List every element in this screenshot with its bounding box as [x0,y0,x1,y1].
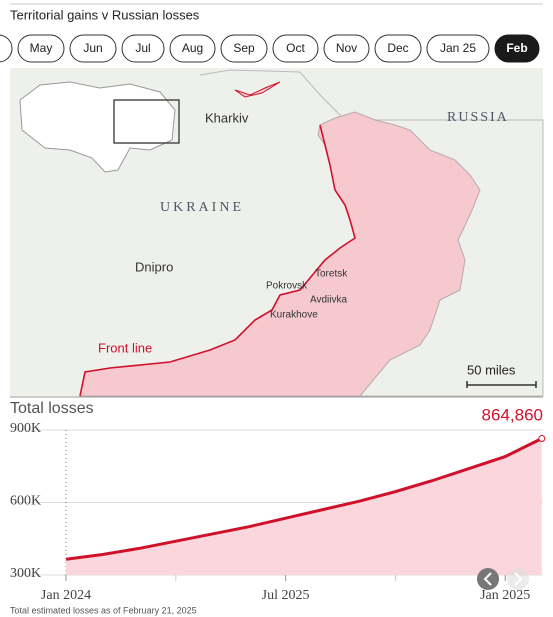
tab-label: Jan 25 [440,41,476,55]
chart-title: Total losses [10,400,94,417]
map-label: Dnipro [135,259,173,274]
x-tick-label: Jan 2025 [480,588,530,603]
front-line-label: Front line [98,340,152,355]
map-label: Pokrovsk [266,281,308,292]
value-label: 864,860 [482,405,543,424]
tab[interactable] [121,34,165,63]
tab-label: Oct [286,41,305,55]
tab[interactable] [69,34,117,63]
y-tick-label: 600K [10,494,41,509]
prev-icon [483,572,492,586]
header-title: Territorial gains v Russian losses [10,7,200,22]
tab-label: Sep [233,41,255,55]
map-label: Kurakhove [270,310,318,321]
end-point [538,434,546,442]
tab[interactable] [494,34,540,63]
tab-clipped[interactable] [0,34,13,63]
inset-box [113,99,180,144]
x-tick-label: Jul 2025 [262,588,310,603]
line [65,437,543,561]
area [66,438,542,575]
tab[interactable] [426,34,490,63]
map-label: Avdiivka [310,295,347,306]
tab[interactable] [17,34,65,63]
tab[interactable] [374,34,422,63]
front-line [79,124,356,397]
map-label: Toretsk [315,269,348,280]
tab-label: Jun [83,41,102,55]
map-label: UKRAINE [160,200,244,215]
next-button[interactable] [507,568,529,590]
tab-label: Aug [182,41,203,55]
map-label: Kharkiv [205,110,249,125]
plot: 300K 600K 900K Jan 2024 Jul 2025 Jan 2025 864,… [10,405,546,603]
tab[interactable] [272,34,319,63]
held-north [234,81,281,98]
tab[interactable] [169,34,216,63]
tabs: May Jun Jul Aug Sep Oct Nov Dec Jan 25 Feb [0,34,540,63]
border [199,69,544,397]
scale-bar [466,381,537,388]
tab-label: Feb [506,41,527,55]
y-tick-label: 300K [10,566,41,581]
next-icon [514,572,523,586]
tab-label: Jul [135,41,150,55]
map-label: RUSSIA [447,110,509,125]
map: Kharkiv RUSSIA UKRAINE Dnipro Pokrovsk T… [10,68,544,397]
prev-button[interactable] [477,568,499,590]
tab[interactable] [220,34,268,63]
tab[interactable] [323,34,370,63]
x-tick-label: Jan 2024 [41,588,91,603]
footnote: Total estimated losses as of February 21… [10,605,197,615]
scale-label: 50 miles [467,362,516,377]
tab-label: Dec [387,41,408,55]
tab-label: Nov [336,41,357,55]
y-tick-label: 900K [10,421,41,436]
inset-ukraine [19,81,176,173]
tab-label: May [30,41,53,55]
